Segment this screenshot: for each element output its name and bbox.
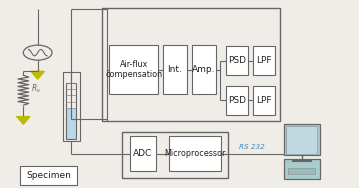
Bar bbox=[130, 136, 156, 171]
Bar bbox=[20, 166, 77, 185]
Bar bbox=[253, 46, 275, 75]
Bar bbox=[63, 72, 80, 141]
Bar bbox=[66, 83, 76, 139]
Text: $R_s$: $R_s$ bbox=[31, 82, 41, 95]
Bar bbox=[192, 45, 216, 94]
Text: ADC: ADC bbox=[133, 149, 153, 158]
Bar bbox=[109, 45, 158, 94]
Text: Int.: Int. bbox=[167, 65, 182, 74]
Bar bbox=[122, 132, 228, 178]
Text: LPF: LPF bbox=[256, 96, 272, 105]
Text: PSD: PSD bbox=[228, 56, 246, 65]
Bar bbox=[284, 159, 320, 179]
Text: Microprocessor: Microprocessor bbox=[164, 149, 225, 158]
Bar bbox=[163, 45, 187, 94]
Bar bbox=[284, 124, 320, 155]
Text: Amp.: Amp. bbox=[192, 65, 216, 74]
Text: Air-flux
compensation: Air-flux compensation bbox=[105, 60, 162, 79]
Text: Specimen: Specimen bbox=[26, 171, 71, 180]
Bar bbox=[253, 86, 275, 115]
Bar bbox=[226, 86, 248, 115]
Text: LPF: LPF bbox=[256, 56, 272, 65]
Polygon shape bbox=[31, 71, 44, 79]
Text: PSD: PSD bbox=[228, 96, 246, 105]
Text: RS 232: RS 232 bbox=[239, 144, 265, 150]
Bar bbox=[66, 108, 76, 139]
Bar bbox=[288, 168, 315, 174]
Bar bbox=[286, 126, 317, 154]
Polygon shape bbox=[17, 117, 30, 124]
Bar bbox=[169, 136, 221, 171]
Bar bbox=[226, 46, 248, 75]
Bar bbox=[102, 8, 280, 121]
